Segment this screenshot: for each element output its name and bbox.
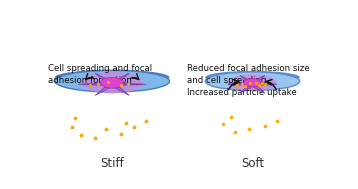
Ellipse shape — [55, 70, 170, 92]
Ellipse shape — [205, 72, 300, 91]
Ellipse shape — [55, 70, 170, 85]
Text: Stiff: Stiff — [100, 157, 124, 170]
Ellipse shape — [81, 72, 143, 94]
Text: Reduced focal adhesion size
and cell spreading
Increased particle uptake: Reduced focal adhesion size and cell spr… — [187, 64, 309, 97]
Ellipse shape — [228, 74, 276, 91]
Ellipse shape — [205, 71, 300, 84]
Ellipse shape — [101, 77, 124, 88]
Polygon shape — [228, 75, 277, 93]
Text: Cell spreading and focal
adhesion formation: Cell spreading and focal adhesion format… — [48, 64, 152, 85]
Text: Soft: Soft — [241, 157, 264, 170]
Polygon shape — [78, 73, 146, 95]
Ellipse shape — [243, 78, 261, 87]
